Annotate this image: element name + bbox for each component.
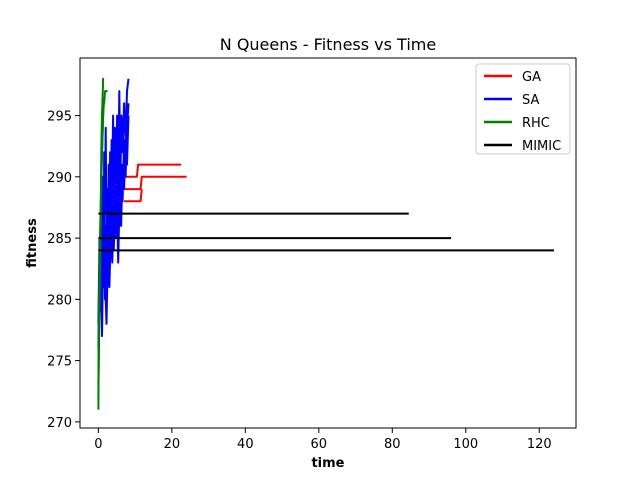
x-axis: 0 20 40 60 80 100 120 [94, 428, 552, 452]
y-axis-label: fitness [25, 218, 40, 268]
y-tick-label: 270 [47, 416, 72, 431]
plot-frame [79, 57, 577, 429]
series-line-rhc-run-3 [97, 103, 105, 398]
x-tick-label: 60 [311, 437, 328, 452]
plot-lines [97, 77, 554, 410]
x-tick-label: 40 [237, 437, 254, 452]
legend: GA SA RHC MIMIC [475, 63, 571, 155]
series-line-sa-run-3 [98, 115, 130, 338]
x-tick-label: 0 [94, 437, 102, 452]
legend-label-ga: GA [522, 70, 541, 85]
x-tick-label: 100 [453, 437, 478, 452]
legend-label-mimic: MIMIC [522, 139, 561, 154]
series-line-ga-run-1 [124, 163, 181, 178]
series-line-ga-run-2 [124, 175, 187, 191]
x-axis-label: time [311, 456, 344, 471]
y-tick-label: 295 [47, 110, 72, 125]
series-line-ga-run-3 [124, 189, 143, 203]
legend-box [475, 63, 571, 155]
y-tick-label: 290 [47, 171, 72, 186]
legend-label-sa: SA [522, 93, 539, 108]
legend-label-rhc: RHC [522, 116, 550, 131]
x-tick-label: 20 [164, 437, 181, 452]
x-tick-label: 80 [384, 437, 401, 452]
y-tick-label: 275 [47, 355, 72, 370]
chart-title: N Queens - Fitness vs Time [220, 35, 436, 54]
x-tick-label: 120 [527, 437, 552, 452]
y-tick-label: 280 [47, 293, 72, 308]
y-tick-label: 285 [47, 232, 72, 247]
y-axis: 270 275 280 285 290 295 [47, 110, 80, 431]
